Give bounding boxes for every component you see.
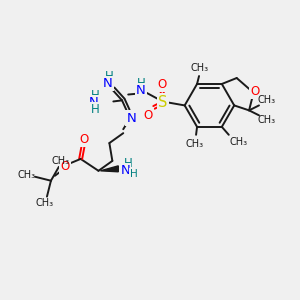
Text: CH₃: CH₃ bbox=[185, 139, 203, 149]
Text: CH₃: CH₃ bbox=[191, 63, 209, 73]
Text: N: N bbox=[103, 77, 112, 90]
Text: H: H bbox=[130, 169, 138, 179]
Text: O: O bbox=[250, 85, 259, 98]
Text: O: O bbox=[79, 133, 88, 146]
Text: N: N bbox=[126, 112, 136, 125]
Text: CH₃: CH₃ bbox=[17, 170, 35, 180]
Text: N: N bbox=[136, 84, 146, 97]
Text: H: H bbox=[137, 77, 146, 90]
Text: CH₃: CH₃ bbox=[52, 156, 70, 166]
Text: N: N bbox=[120, 164, 130, 177]
Text: H: H bbox=[91, 103, 100, 116]
Text: CH₃: CH₃ bbox=[36, 197, 54, 208]
Text: H: H bbox=[105, 70, 114, 83]
Text: O: O bbox=[143, 109, 153, 122]
Text: CH₃: CH₃ bbox=[230, 137, 248, 147]
Text: O: O bbox=[157, 78, 167, 91]
Text: N: N bbox=[89, 96, 98, 109]
Text: CH₃: CH₃ bbox=[258, 95, 276, 106]
Text: H: H bbox=[91, 89, 100, 102]
Text: CH₃: CH₃ bbox=[258, 115, 276, 125]
Text: H: H bbox=[124, 158, 133, 170]
Polygon shape bbox=[100, 166, 118, 172]
Text: S: S bbox=[158, 95, 168, 110]
Text: O: O bbox=[60, 160, 69, 173]
